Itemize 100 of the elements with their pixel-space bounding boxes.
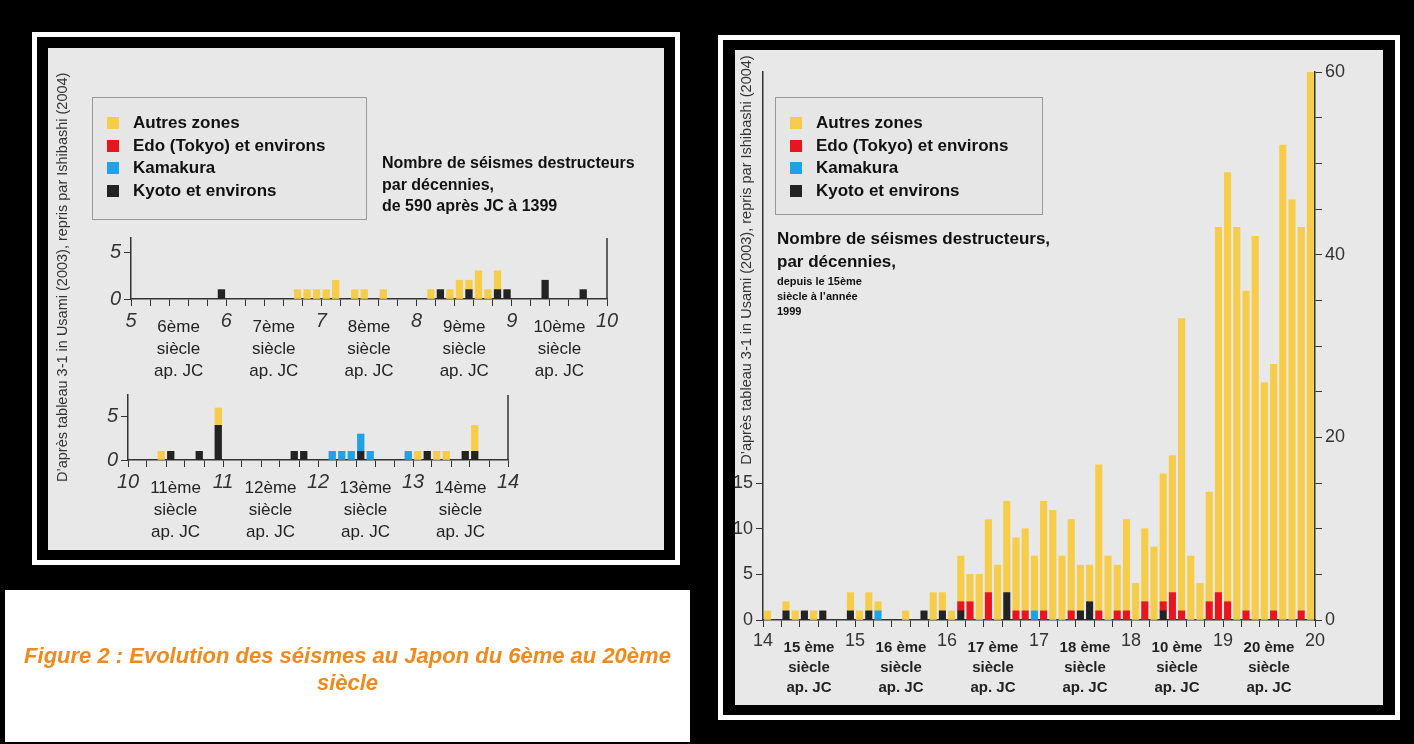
bar	[957, 610, 965, 620]
y-tick-label: 5	[109, 239, 122, 262]
bar	[1132, 583, 1140, 620]
bar	[1095, 610, 1103, 620]
x-tick-label: 17	[1028, 629, 1050, 650]
x-tick-label: 12	[306, 469, 330, 492]
caption: Figure 2 : Evolution des séismes au Japon du 6ème au 20ème siècle	[23, 642, 672, 696]
bar	[975, 574, 983, 620]
text: Nombre de séismes destructeurs, par décennies,	[777, 228, 1052, 273]
bar	[1122, 519, 1130, 612]
x-tick-label: 11	[212, 469, 234, 492]
bar	[357, 433, 365, 452]
y-tick-label: 0	[109, 286, 121, 309]
bar	[1159, 610, 1167, 620]
bar	[1030, 610, 1038, 620]
x-tick-label: 19	[1212, 629, 1234, 650]
bar	[984, 519, 992, 593]
bar	[465, 289, 473, 299]
text: 6ème siècle ap. JC	[154, 316, 204, 380]
bar	[1187, 555, 1195, 620]
bar	[1104, 555, 1112, 620]
bar	[874, 610, 882, 620]
bar	[846, 592, 854, 612]
bar	[782, 610, 790, 620]
bar	[929, 592, 937, 620]
bar	[1224, 601, 1232, 620]
bar	[541, 279, 549, 299]
x-tick-label: 10	[595, 308, 619, 331]
bar	[357, 451, 365, 460]
x-tick-label: 13	[401, 469, 425, 492]
text: 18 ème siècle ap. JC	[1059, 638, 1111, 696]
bar	[503, 289, 511, 299]
y2-tick-label: 20	[1325, 426, 1346, 447]
bar	[846, 610, 854, 620]
bar	[1012, 610, 1020, 620]
bar	[1113, 564, 1121, 612]
bar	[1040, 610, 1048, 620]
bar	[966, 574, 974, 603]
bar	[312, 289, 321, 299]
bar	[1021, 610, 1029, 620]
y2-tick-label: 0	[1325, 608, 1336, 629]
legend-label: Kamakura	[133, 158, 216, 177]
bar	[957, 555, 965, 603]
bar	[471, 425, 479, 452]
bar	[1233, 226, 1241, 620]
bar	[957, 601, 965, 612]
bar	[379, 289, 387, 299]
text: 12ème siècle ap. JC	[244, 477, 297, 541]
text: 13ème siècle ap. JC	[339, 477, 392, 541]
bar	[471, 451, 479, 460]
text: 10ème siècle ap. JC	[533, 316, 586, 380]
bar	[404, 451, 412, 460]
bar	[920, 610, 928, 620]
bar	[1076, 564, 1084, 612]
y-tick-label: 5	[742, 563, 753, 584]
bar	[366, 451, 374, 460]
bar	[874, 601, 882, 612]
bar	[1122, 610, 1130, 620]
bar	[338, 451, 346, 460]
bar	[1141, 528, 1149, 603]
bar	[290, 451, 298, 460]
bar	[1141, 601, 1149, 620]
bar	[1003, 592, 1011, 620]
x-tick-label: 8	[411, 308, 423, 331]
bar	[217, 289, 226, 299]
bar	[1214, 226, 1222, 593]
bar	[328, 451, 336, 460]
bar	[1159, 601, 1167, 612]
bar	[810, 610, 818, 620]
bar	[1251, 236, 1259, 620]
text: 20 ème siècle ap. JC	[1243, 638, 1295, 696]
bar	[902, 610, 910, 620]
text: 17 ème siècle ap. JC	[967, 638, 1019, 696]
legend-label: Kyoto et environs	[816, 180, 960, 200]
bar	[782, 601, 790, 612]
bar	[865, 610, 873, 620]
bar	[1205, 491, 1213, 603]
text: 7ème siècle ap. JC	[249, 316, 299, 380]
bar	[332, 279, 340, 299]
bar	[1150, 546, 1158, 620]
bar	[1086, 601, 1094, 620]
bar	[966, 601, 974, 620]
bar	[214, 407, 222, 426]
y-tick-label: 10	[732, 517, 753, 538]
text: D’après tableau 3-1 in Usami (2003), repris par Ishibashi (2004)	[53, 72, 71, 482]
text: 16 ème siècle ap. JC	[875, 638, 927, 696]
bar	[1279, 144, 1287, 620]
bar	[1260, 382, 1268, 620]
bar	[300, 451, 308, 460]
x-tick-label: 5	[125, 308, 138, 331]
text: 15 ème siècle ap. JC	[783, 638, 835, 696]
bar	[427, 289, 435, 299]
bar	[1040, 500, 1048, 612]
bar	[461, 451, 469, 460]
bar	[994, 564, 1002, 620]
bar	[1224, 172, 1232, 603]
legend-label: Edo (Tokyo) et environs	[133, 135, 326, 155]
bar	[1095, 464, 1103, 612]
bar	[1030, 555, 1038, 612]
text: D’après tableau 3-1 in Usami (2003), repris par Ishibashi (2004)	[737, 54, 755, 467]
